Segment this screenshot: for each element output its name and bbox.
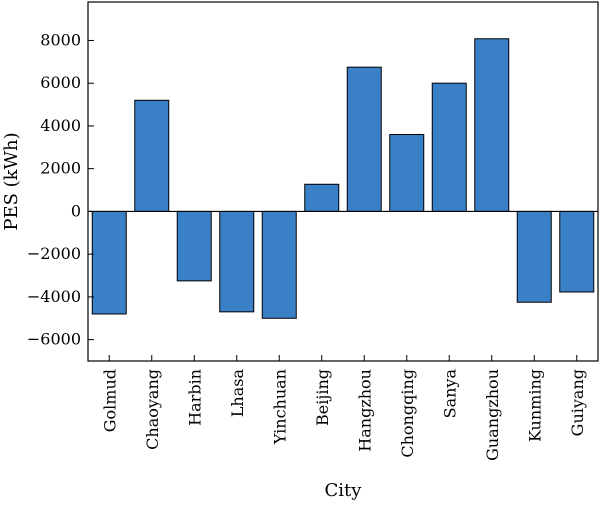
y-tick-label: −6000 [27, 330, 81, 349]
bar-harbin [176, 210, 212, 282]
x-tick-label: Hangzhou [355, 369, 374, 452]
y-tick-label: 6000 [40, 73, 81, 92]
bar-chongqing [389, 133, 425, 212]
x-tick-label: Chaoyang [143, 369, 162, 450]
x-tick-label: Golmud [100, 369, 119, 432]
x-ticks-group: Golmud Chaoyang Harbin Lhasa Yinchuan Beijing… [100, 355, 587, 461]
y-axis-label: PES (kWh) [1, 132, 22, 230]
bar-lhasa [219, 210, 255, 313]
bar-golmud [91, 210, 127, 315]
x-tick-label: Lhasa [228, 369, 247, 418]
bar-guangzhou [474, 38, 510, 212]
bar-sanya [431, 82, 467, 212]
x-tick-label: Harbin [185, 369, 204, 426]
y-tick-label: 2000 [40, 159, 81, 178]
x-axis-label: City [325, 480, 363, 501]
bars-group [91, 38, 595, 319]
bar-yinchuan [261, 210, 297, 319]
x-tick-label: Beijing [313, 369, 332, 426]
bar-guiyang [559, 210, 595, 293]
y-tick-label: 8000 [40, 30, 81, 49]
bar-kunming [516, 210, 552, 303]
x-tick-label: Guangzhou [483, 369, 502, 461]
plot-frame [87, 1, 599, 362]
x-tick-label: Yinchuan [270, 369, 289, 445]
y-tick-label: 0 [71, 201, 81, 220]
bar-hangzhou [346, 66, 382, 212]
y-tick-label: −2000 [27, 244, 81, 263]
x-tick-label: Sanya [440, 369, 459, 419]
bar-beijing [304, 183, 340, 212]
x-tick-label: Guiyang [568, 369, 587, 436]
y-ticks-group: −6000 −4000 −2000 0 2000 4000 6000 8000 [27, 30, 94, 349]
bar-chaoyang [134, 99, 170, 212]
y-tick-label: −4000 [27, 287, 81, 306]
y-tick-label: 4000 [40, 116, 81, 135]
x-tick-label: Chongqing [398, 369, 417, 458]
x-tick-label: Kunming [525, 369, 544, 442]
